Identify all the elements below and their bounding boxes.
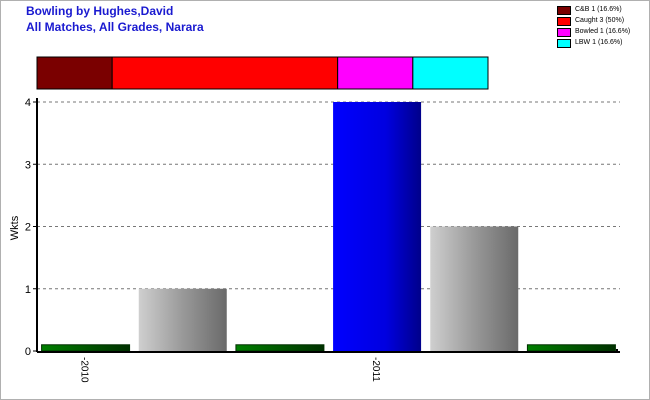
x-tick-label: -2010 — [79, 357, 90, 383]
y-tick-labels: 0 1 2 3 4 — [25, 97, 37, 358]
legend-swatch-lbw — [557, 39, 571, 48]
x-tick-labels: -2010 -2011 — [79, 357, 382, 383]
y-tick-label: 1 — [25, 284, 31, 296]
stack-segment-bowled — [337, 56, 414, 90]
y-tick-label: 0 — [25, 346, 31, 358]
bar-2010-green-marker — [235, 344, 325, 352]
legend-label-bowled: Bowled 1 (16.6%) — [575, 28, 631, 35]
legend-swatch-caught — [557, 17, 571, 26]
bar-2011-grey — [430, 226, 519, 351]
y-tick-label: 3 — [25, 159, 31, 171]
axes — [36, 98, 620, 353]
y-tick-label: 2 — [25, 222, 31, 234]
stack-segment-caught — [111, 56, 339, 90]
chart-title: Bowling by Hughes,David — [26, 4, 174, 18]
legend-label-caught: Caught 3 (50%) — [575, 17, 625, 24]
grid-lines — [37, 101, 620, 290]
y-axis-label: Wkts — [9, 215, 21, 240]
bar-2011-blue — [333, 102, 422, 351]
stack-segment-cb — [36, 56, 113, 90]
chart-subtitle: All Matches, All Grades, Narara — [26, 20, 204, 34]
bar-2011-green-marker — [526, 344, 616, 352]
bar-2010-green-marker — [41, 344, 131, 352]
bar-series — [41, 102, 616, 352]
legend-label-cb: C&B 1 (16.6%) — [575, 6, 622, 13]
legend-label-lbw: LBW 1 (16.6%) — [575, 39, 623, 46]
y-tick-label: 4 — [25, 97, 31, 109]
legend-swatch-bowled — [557, 28, 571, 37]
bar-2010-grey — [138, 288, 227, 351]
dismissal-stacked-bar — [36, 56, 489, 90]
stack-segment-lbw — [412, 56, 489, 90]
x-tick-label: -2011 — [370, 357, 381, 382]
legend-swatch-cb — [557, 6, 571, 15]
